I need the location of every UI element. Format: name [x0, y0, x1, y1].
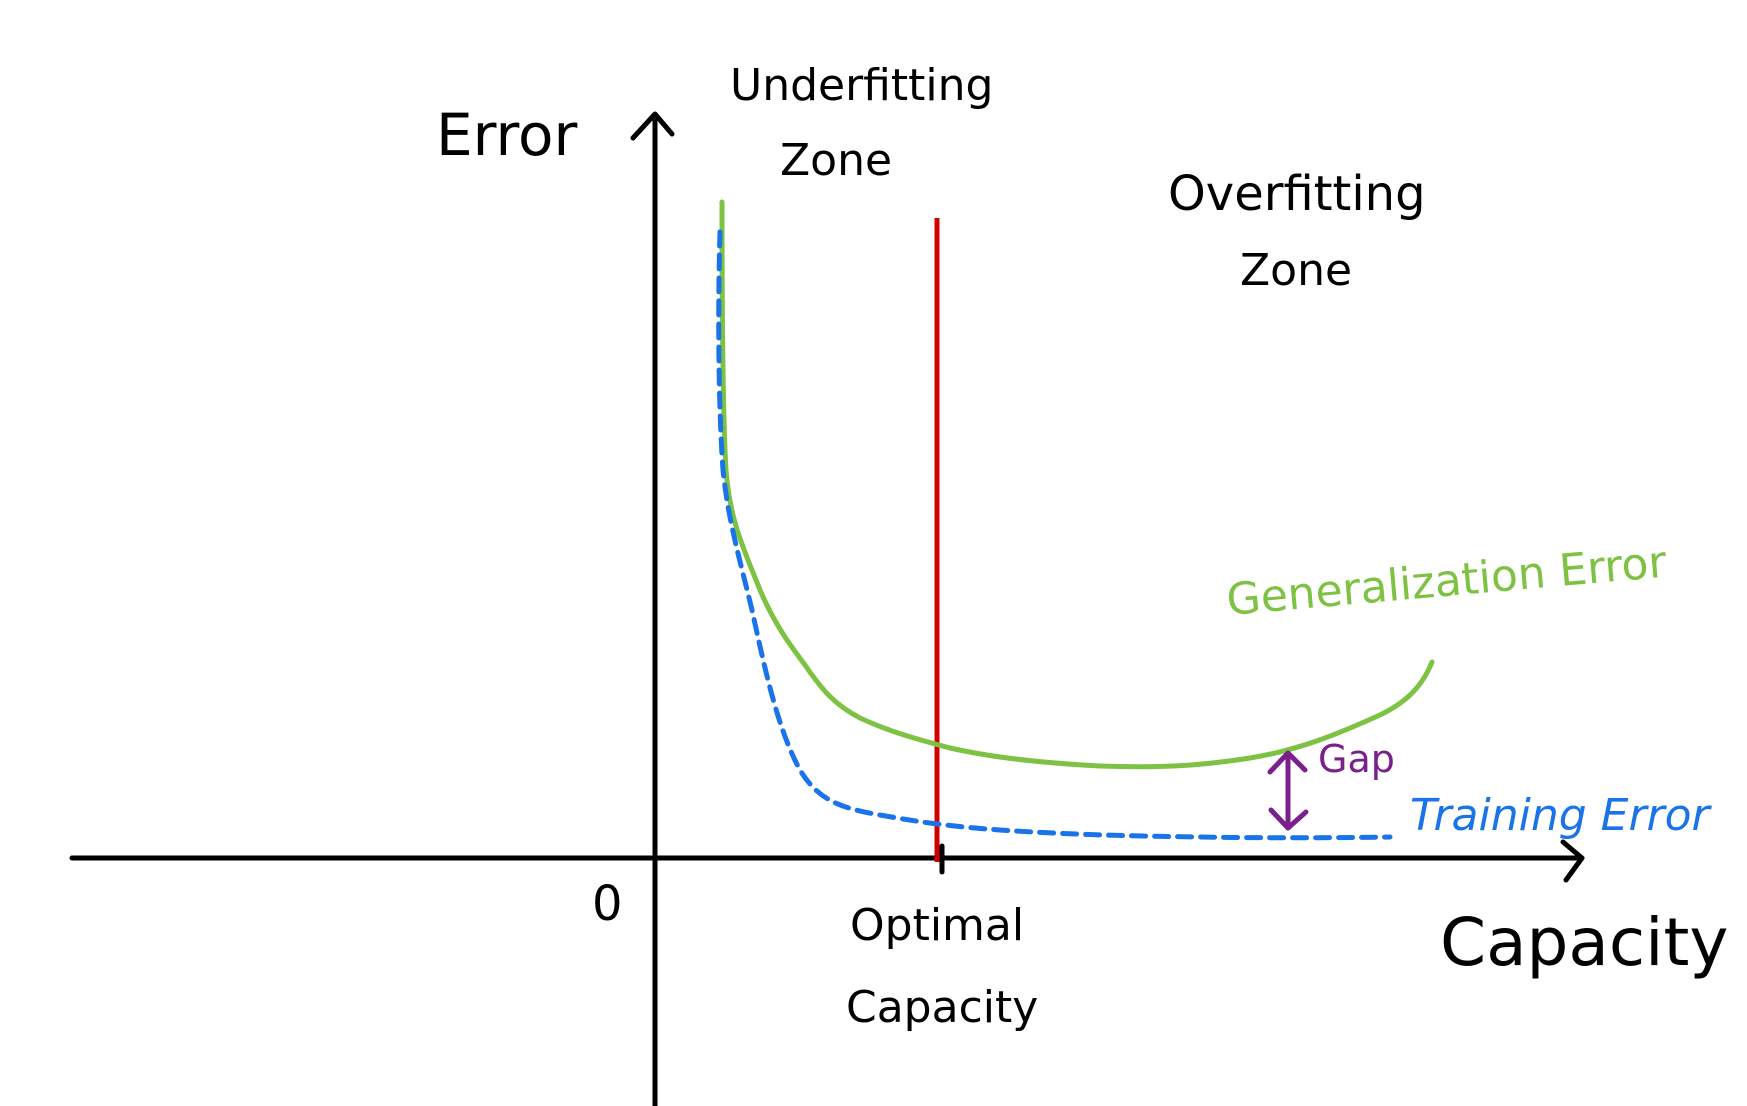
overfitting-zone-label-line1: Overfitting: [1168, 166, 1426, 222]
y-axis-label: Error: [436, 101, 578, 169]
origin-label: 0: [592, 876, 623, 932]
underfitting-zone-label-line1: Underfitting: [730, 60, 993, 111]
y-axis-arrowhead: [630, 111, 675, 141]
training-error-label: Training Error: [1410, 790, 1713, 841]
generalization-error-curve: [719, 199, 1435, 770]
optimal-capacity-label-line1: Optimal: [850, 900, 1024, 951]
x-axis-arrowhead: [1560, 839, 1585, 883]
optimal-capacity-label-line2: Capacity: [846, 982, 1038, 1033]
axes: [69, 111, 1585, 1106]
gap-label: Gap: [1318, 737, 1395, 781]
generalization-error-label: Generalization Error: [1225, 537, 1670, 626]
underfitting-zone-label-line2: Zone: [780, 135, 892, 186]
training-error-curve: [716, 229, 1393, 841]
x-axis-label: Capacity: [1440, 904, 1728, 981]
gap-arrow: [1267, 750, 1309, 831]
overfitting-zone-label-line2: Zone: [1240, 245, 1352, 296]
